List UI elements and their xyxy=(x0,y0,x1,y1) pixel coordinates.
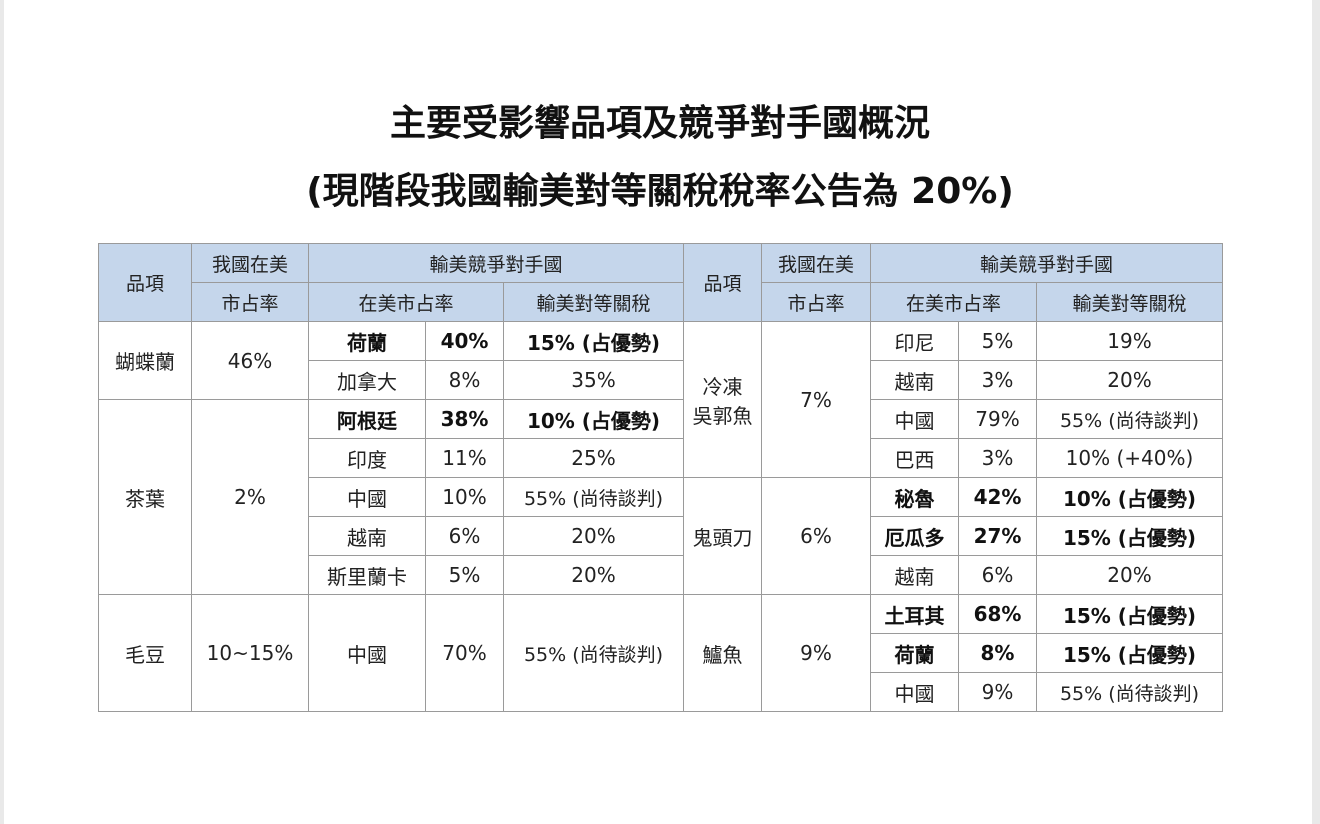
competitor-country: 荷蘭 xyxy=(308,321,426,361)
competitor-tariff: 20% xyxy=(1036,555,1223,595)
competitor-tariff: 20% xyxy=(503,555,684,595)
competitor-country: 巴西 xyxy=(870,438,959,478)
table-row: 荷蘭 8% 15% (占優勢) xyxy=(99,633,1223,673)
competitor-share: 68% xyxy=(958,594,1037,634)
header-tariff: 輸美對等關稅 xyxy=(1036,282,1223,322)
competitor-tariff: 10% (+40%) xyxy=(1036,438,1223,478)
competitor-country: 中國 xyxy=(870,399,959,439)
competitor-tariff: 55% (尚待談判) xyxy=(503,477,684,517)
table-row: 茶葉 2% 阿根廷 38% 10% (占優勢) 中國 79% 55% (尚待談判… xyxy=(98,399,1223,595)
competitor-share: 6% xyxy=(425,516,504,556)
competitor-country: 中國 xyxy=(870,672,959,712)
header-share-l2: 市占率 xyxy=(191,282,309,322)
share-mahimahi: 6% xyxy=(761,477,871,595)
competitor-table: 品項 我國在美 輸美競爭對手國 品項 我國在美 輸美競爭對手國 市占率 在美市占… xyxy=(98,243,1223,712)
competitor-tariff: 35% xyxy=(503,360,684,400)
table-body: 蝴蝶蘭 46% 荷蘭 40% 15% (占優勢) 冷凍 吳郭魚 7% 印尼 5%… xyxy=(98,321,1223,712)
competitor-country: 越南 xyxy=(870,360,959,400)
competitor-share: 11% xyxy=(425,438,504,478)
competitor-share: 70% xyxy=(425,594,504,712)
header-competitors: 輸美競爭對手國 xyxy=(870,243,1223,283)
share-tilapia: 7% xyxy=(761,321,871,478)
competitor-share: 5% xyxy=(425,555,504,595)
table-row: 毛豆 10~15% 中國 70% 55% (尚待談判) 鱸魚 9% 土耳其 68… xyxy=(98,594,1223,712)
header-tariff: 輸美對等關稅 xyxy=(503,282,684,322)
item-tea: 茶葉 xyxy=(98,399,192,595)
competitor-tariff: 15% (占優勢) xyxy=(1036,516,1223,556)
competitor-tariff: 15% (占優勢) xyxy=(503,321,684,361)
item-edamame: 毛豆 xyxy=(98,594,192,712)
competitor-country: 厄瓜多 xyxy=(870,516,959,556)
competitor-country: 秘魯 xyxy=(870,477,959,517)
competitor-share: 42% xyxy=(958,477,1037,517)
competitor-tariff: 19% xyxy=(1036,321,1223,361)
header-item: 品項 xyxy=(98,243,192,322)
share-orchid: 46% xyxy=(191,321,309,400)
page-title: 主要受影響品項及競爭對手國概況 xyxy=(389,103,930,144)
header-item: 品項 xyxy=(683,243,762,322)
item-tilapia-l1: 冷凍 xyxy=(702,374,743,399)
competitor-tariff: 20% xyxy=(1036,360,1223,400)
competitor-tariff: 15% (占優勢) xyxy=(1036,594,1223,634)
competitor-share: 3% xyxy=(958,438,1037,478)
share-tea: 2% xyxy=(191,399,309,595)
competitor-share: 9% xyxy=(958,672,1037,712)
competitor-share: 40% xyxy=(425,321,504,361)
competitor-tariff: 55% (尚待談判) xyxy=(1036,399,1223,439)
competitor-share: 5% xyxy=(958,321,1037,361)
competitor-country: 土耳其 xyxy=(870,594,959,634)
competitor-country: 中國 xyxy=(308,477,426,517)
item-tilapia-l2: 吳郭魚 xyxy=(692,403,753,428)
competitor-tariff: 10% (占優勢) xyxy=(1036,477,1223,517)
competitor-tariff: 20% xyxy=(503,516,684,556)
share-seabass: 9% xyxy=(761,594,871,712)
item-mahimahi: 鬼頭刀 xyxy=(683,477,762,595)
item-orchid: 蝴蝶蘭 xyxy=(98,321,192,400)
competitor-tariff: 25% xyxy=(503,438,684,478)
competitor-tariff: 10% (占優勢) xyxy=(503,399,684,439)
competitor-tariff: 15% (占優勢) xyxy=(1036,633,1223,673)
competitor-country: 越南 xyxy=(870,555,959,595)
table-row: 蝴蝶蘭 46% 荷蘭 40% 15% (占優勢) 冷凍 吳郭魚 7% 印尼 5%… xyxy=(98,321,1223,478)
header-share-l1: 我國在美 xyxy=(191,243,309,283)
header-share-l1: 我國在美 xyxy=(761,243,871,283)
table-row: 中國 9% 55% (尚待談判) xyxy=(99,672,1223,712)
competitor-share: 6% xyxy=(958,555,1037,595)
competitor-share: 10% xyxy=(425,477,504,517)
table-row: 印度 11% 25% 巴西 3% 10% (+40%) xyxy=(99,438,1223,478)
table-row: 斯里蘭卡 5% 20% 越南 6% 20% xyxy=(99,555,1223,595)
competitor-share: 8% xyxy=(425,360,504,400)
competitor-country: 加拿大 xyxy=(308,360,426,400)
competitor-country: 荷蘭 xyxy=(870,633,959,673)
item-tilapia: 冷凍 吳郭魚 xyxy=(683,321,762,478)
competitor-country: 阿根廷 xyxy=(308,399,426,439)
competitor-share: 38% xyxy=(425,399,504,439)
competitor-share: 79% xyxy=(958,399,1037,439)
competitor-share: 8% xyxy=(958,633,1037,673)
competitor-country: 印尼 xyxy=(870,321,959,361)
competitor-country: 中國 xyxy=(308,594,426,712)
page-subtitle: (現階段我國輸美對等關稅稅率公告為 20%) xyxy=(306,171,1014,212)
competitor-share: 3% xyxy=(958,360,1037,400)
item-seabass: 鱸魚 xyxy=(683,594,762,712)
header-market-share: 在美市占率 xyxy=(870,282,1037,322)
competitor-tariff: 55% (尚待談判) xyxy=(1036,672,1223,712)
table-row: 加拿大 8% 35% 越南 3% 20% xyxy=(99,360,1223,400)
table-row: 越南 6% 20% 厄瓜多 27% 15% (占優勢) xyxy=(99,516,1223,556)
share-edamame: 10~15% xyxy=(191,594,309,712)
competitor-country: 越南 xyxy=(308,516,426,556)
header-market-share: 在美市占率 xyxy=(308,282,504,322)
table-header: 品項 我國在美 輸美競爭對手國 品項 我國在美 輸美競爭對手國 市占率 在美市占… xyxy=(98,243,1223,322)
header-share-l2: 市占率 xyxy=(761,282,871,322)
competitor-tariff: 55% (尚待談判) xyxy=(503,594,684,712)
competitor-share: 27% xyxy=(958,516,1037,556)
competitor-country: 斯里蘭卡 xyxy=(308,555,426,595)
competitor-country: 印度 xyxy=(308,438,426,478)
header-competitors: 輸美競爭對手國 xyxy=(308,243,684,283)
